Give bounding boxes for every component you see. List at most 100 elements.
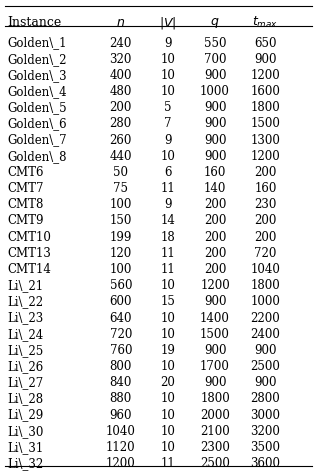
Text: Golden\_3: Golden\_3 — [8, 69, 67, 82]
Text: Golden\_2: Golden\_2 — [8, 53, 67, 66]
Text: Li\_23: Li\_23 — [8, 312, 44, 324]
Text: 900: 900 — [204, 69, 226, 82]
Text: 240: 240 — [110, 36, 132, 50]
Text: 1000: 1000 — [200, 85, 230, 98]
Text: 3600: 3600 — [250, 457, 280, 470]
Text: 720: 720 — [254, 247, 276, 260]
Text: 200: 200 — [204, 231, 226, 244]
Text: 9: 9 — [164, 133, 172, 147]
Text: 320: 320 — [110, 53, 132, 66]
Text: 20: 20 — [160, 376, 175, 389]
Text: 18: 18 — [160, 231, 175, 244]
Text: 10: 10 — [160, 425, 175, 438]
Text: 600: 600 — [110, 295, 132, 308]
Text: 10: 10 — [160, 150, 175, 163]
Text: 11: 11 — [160, 457, 175, 470]
Text: 200: 200 — [254, 231, 276, 244]
Text: 200: 200 — [110, 101, 132, 114]
Text: 700: 700 — [204, 53, 226, 66]
Text: Golden\_6: Golden\_6 — [8, 117, 67, 131]
Text: CMT9: CMT9 — [8, 214, 44, 228]
Text: 760: 760 — [110, 344, 132, 357]
Text: 880: 880 — [110, 393, 132, 405]
Text: 3200: 3200 — [250, 425, 280, 438]
Text: 840: 840 — [110, 376, 132, 389]
Text: 75: 75 — [113, 182, 128, 195]
Text: CMT14: CMT14 — [8, 263, 52, 276]
Text: Li\_26: Li\_26 — [8, 360, 44, 373]
Text: 1800: 1800 — [200, 393, 230, 405]
Text: 650: 650 — [254, 36, 277, 50]
Text: 14: 14 — [160, 214, 175, 228]
Text: 1200: 1200 — [250, 69, 280, 82]
Text: Li\_21: Li\_21 — [8, 279, 44, 292]
Text: 900: 900 — [204, 150, 226, 163]
Text: Li\_29: Li\_29 — [8, 409, 44, 421]
Text: CMT13: CMT13 — [8, 247, 52, 260]
Text: 1500: 1500 — [250, 117, 280, 131]
Text: CMT8: CMT8 — [8, 198, 44, 211]
Text: 1040: 1040 — [250, 263, 280, 276]
Text: Li\_24: Li\_24 — [8, 328, 44, 341]
Text: 11: 11 — [160, 182, 175, 195]
Text: 400: 400 — [110, 69, 132, 82]
Text: 2800: 2800 — [250, 393, 280, 405]
Text: 1000: 1000 — [250, 295, 280, 308]
Text: 10: 10 — [160, 69, 175, 82]
Text: 11: 11 — [160, 247, 175, 260]
Text: 10: 10 — [160, 393, 175, 405]
Text: 199: 199 — [110, 231, 132, 244]
Text: 900: 900 — [204, 133, 226, 147]
Text: $t_{max}$: $t_{max}$ — [252, 15, 278, 30]
Text: 50: 50 — [113, 166, 128, 179]
Text: 10: 10 — [160, 360, 175, 373]
Text: 160: 160 — [204, 166, 226, 179]
Text: 960: 960 — [110, 409, 132, 421]
Text: 200: 200 — [204, 198, 226, 211]
Text: 10: 10 — [160, 328, 175, 341]
Text: 550: 550 — [204, 36, 226, 50]
Text: 560: 560 — [110, 279, 132, 292]
Text: Golden\_1: Golden\_1 — [8, 36, 67, 50]
Text: 720: 720 — [110, 328, 132, 341]
Text: 280: 280 — [110, 117, 132, 131]
Text: 5: 5 — [164, 101, 172, 114]
Text: 1120: 1120 — [106, 441, 136, 454]
Text: Golden\_4: Golden\_4 — [8, 85, 67, 98]
Text: 440: 440 — [110, 150, 132, 163]
Text: Li\_28: Li\_28 — [8, 393, 44, 405]
Text: 200: 200 — [204, 247, 226, 260]
Text: 2300: 2300 — [200, 441, 230, 454]
Text: 140: 140 — [204, 182, 226, 195]
Text: Li\_25: Li\_25 — [8, 344, 44, 357]
Text: 800: 800 — [110, 360, 132, 373]
Text: 3500: 3500 — [250, 441, 280, 454]
Text: 19: 19 — [160, 344, 175, 357]
Text: 2400: 2400 — [250, 328, 280, 341]
Text: Li\_31: Li\_31 — [8, 441, 44, 454]
Text: 10: 10 — [160, 409, 175, 421]
Text: 1700: 1700 — [200, 360, 230, 373]
Text: 1400: 1400 — [200, 312, 230, 324]
Text: 900: 900 — [254, 376, 277, 389]
Text: 200: 200 — [254, 214, 276, 228]
Text: 2200: 2200 — [250, 312, 280, 324]
Text: 900: 900 — [254, 344, 277, 357]
Text: 2000: 2000 — [200, 409, 230, 421]
Text: 10: 10 — [160, 53, 175, 66]
Text: 9: 9 — [164, 198, 172, 211]
Text: 900: 900 — [204, 376, 226, 389]
Text: CMT10: CMT10 — [8, 231, 52, 244]
Text: 1800: 1800 — [250, 279, 280, 292]
Text: 100: 100 — [110, 263, 132, 276]
Text: 900: 900 — [204, 344, 226, 357]
Text: 9: 9 — [164, 36, 172, 50]
Text: 10: 10 — [160, 279, 175, 292]
Text: 11: 11 — [160, 263, 175, 276]
Text: Golden\_5: Golden\_5 — [8, 101, 67, 114]
Text: 480: 480 — [110, 85, 132, 98]
Text: CMT7: CMT7 — [8, 182, 44, 195]
Text: 1200: 1200 — [250, 150, 280, 163]
Text: 1040: 1040 — [106, 425, 136, 438]
Text: 120: 120 — [110, 247, 132, 260]
